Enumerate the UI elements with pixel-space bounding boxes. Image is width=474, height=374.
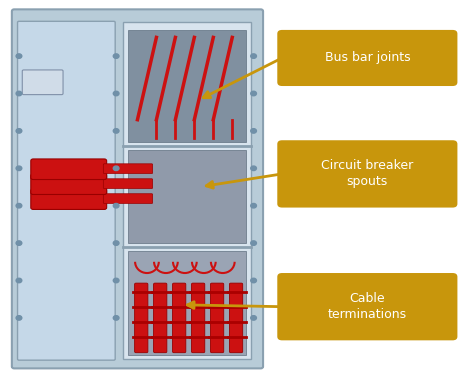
Circle shape [16,278,22,283]
FancyBboxPatch shape [103,179,153,188]
FancyBboxPatch shape [277,273,457,340]
FancyBboxPatch shape [277,140,457,208]
Circle shape [113,241,119,245]
Circle shape [251,241,256,245]
Circle shape [113,316,119,320]
FancyBboxPatch shape [12,9,263,368]
FancyBboxPatch shape [31,189,107,209]
Circle shape [113,166,119,171]
Text: Circuit breaker
spouts: Circuit breaker spouts [321,159,413,188]
Circle shape [113,91,119,96]
FancyBboxPatch shape [154,283,167,353]
Circle shape [251,129,256,133]
FancyBboxPatch shape [229,283,243,353]
FancyBboxPatch shape [22,70,63,95]
FancyBboxPatch shape [210,283,224,353]
Text: Bus bar joints: Bus bar joints [325,52,410,64]
FancyBboxPatch shape [18,21,115,360]
Circle shape [16,203,22,208]
FancyBboxPatch shape [128,30,246,142]
Circle shape [16,316,22,320]
Circle shape [16,129,22,133]
FancyBboxPatch shape [277,30,457,86]
FancyBboxPatch shape [173,283,186,353]
Circle shape [251,91,256,96]
Circle shape [251,166,256,171]
FancyBboxPatch shape [31,174,107,194]
Circle shape [113,203,119,208]
FancyBboxPatch shape [31,159,107,180]
FancyBboxPatch shape [191,283,205,353]
FancyBboxPatch shape [135,283,148,353]
FancyBboxPatch shape [123,22,251,359]
Circle shape [16,91,22,96]
Circle shape [16,54,22,58]
Circle shape [16,166,22,171]
Circle shape [251,54,256,58]
Circle shape [16,241,22,245]
Circle shape [113,278,119,283]
FancyBboxPatch shape [103,194,153,203]
Text: Cable
terminations: Cable terminations [328,292,407,321]
Circle shape [251,316,256,320]
Circle shape [251,278,256,283]
FancyBboxPatch shape [128,150,246,243]
FancyBboxPatch shape [128,251,246,355]
Circle shape [251,203,256,208]
Circle shape [113,129,119,133]
Circle shape [113,54,119,58]
FancyBboxPatch shape [103,164,153,174]
